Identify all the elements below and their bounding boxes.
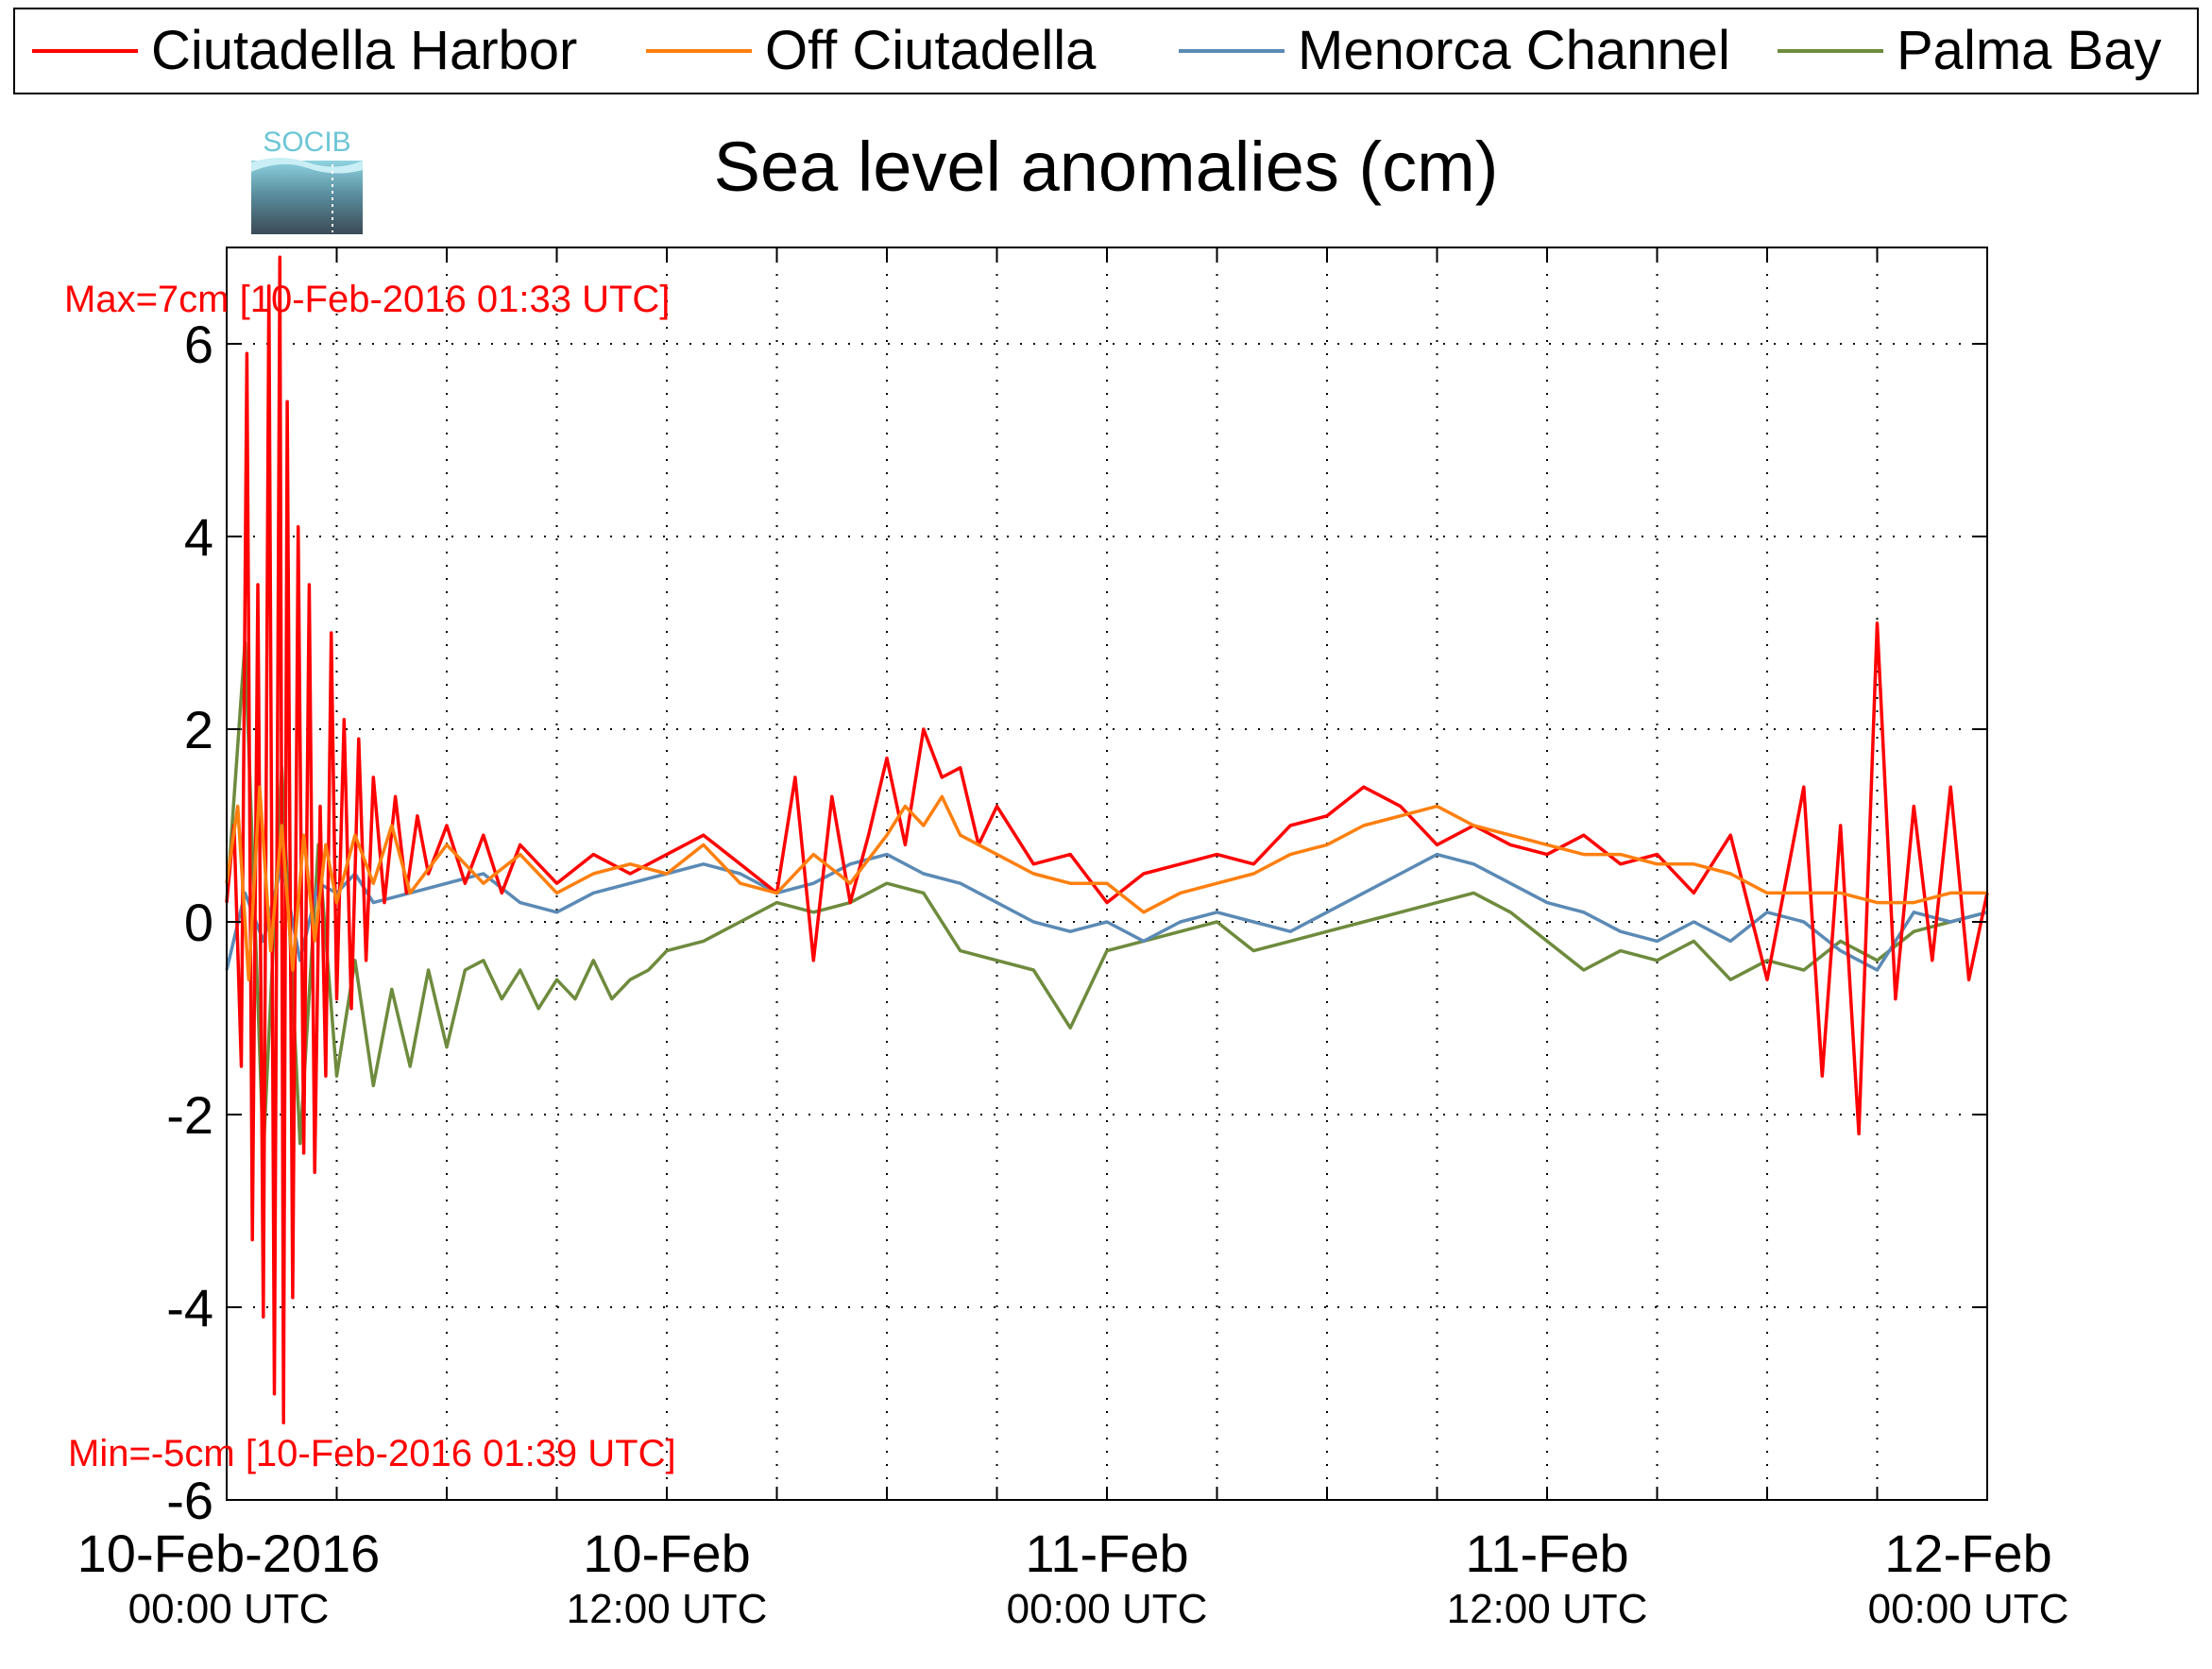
legend-swatch-menorca-channel (1179, 49, 1285, 53)
x-tick-label-date: 12-Feb (1884, 1524, 2051, 1583)
series-line-menorca-channel (225, 852, 1988, 972)
socib-logo: SOCIB (251, 127, 363, 234)
series-line-palma-bay (225, 640, 1988, 1155)
logo-text: SOCIB (263, 127, 350, 158)
legend-item-menorca-channel: Menorca Channel (1179, 9, 1730, 93)
legend-label: Palma Bay (1897, 20, 2162, 81)
x-tick-label-time: 00:00 UTC (1868, 1586, 2069, 1632)
grid-layer (227, 247, 1987, 1500)
chart-title: Sea level anomalies (cm) (713, 128, 1499, 206)
series-line-ciutadella-harbor (225, 255, 1989, 1425)
legend-swatch-palma-bay (1778, 49, 1883, 53)
legend-item-off-ciutadella: Off Ciutadella (646, 9, 1096, 93)
legend-label: Menorca Channel (1298, 20, 1730, 81)
series-line-off-ciutadella (225, 785, 1987, 981)
y-tick-label: -2 (166, 1085, 213, 1145)
legend-label: Off Ciutadella (765, 20, 1097, 81)
legend-label: Ciutadella Harbor (151, 20, 578, 81)
legend-item-palma-bay: Palma Bay (1778, 9, 2161, 93)
y-tick-label: 6 (184, 315, 213, 374)
x-tick-label-time: 00:00 UTC (1007, 1586, 1208, 1632)
legend-swatch-off-ciutadella (646, 49, 752, 53)
min-annotation: Min=-5cm [10-Feb-2016 01:39 UTC] (68, 1433, 676, 1474)
max-annotation: Max=7cm [10-Feb-2016 01:33 UTC] (64, 279, 670, 320)
x-tick-label-date: 10-Feb-2016 (77, 1524, 381, 1583)
legend: Ciutadella Harbor Off Ciutadella Menorca… (13, 8, 2199, 94)
x-tick-label-time: 00:00 UTC (128, 1586, 330, 1632)
series-layer (225, 255, 1989, 1425)
y-tick-label: 4 (184, 507, 213, 567)
x-tick-label-time: 12:00 UTC (567, 1586, 768, 1632)
x-tick-label-time: 12:00 UTC (1447, 1586, 1648, 1632)
legend-swatch-ciutadella-harbor (32, 49, 138, 53)
y-tick-label: -4 (166, 1278, 213, 1337)
legend-item-ciutadella-harbor: Ciutadella Harbor (32, 9, 577, 93)
x-tick-label-date: 11-Feb (1025, 1524, 1188, 1583)
plot-frame (226, 247, 1988, 1501)
x-tick-label-date: 10-Feb (583, 1524, 750, 1583)
y-tick-label: 2 (184, 700, 213, 759)
y-tick-label: -6 (166, 1471, 213, 1530)
y-tick-label: 0 (184, 893, 213, 952)
x-tick-label-date: 11-Feb (1465, 1524, 1628, 1583)
